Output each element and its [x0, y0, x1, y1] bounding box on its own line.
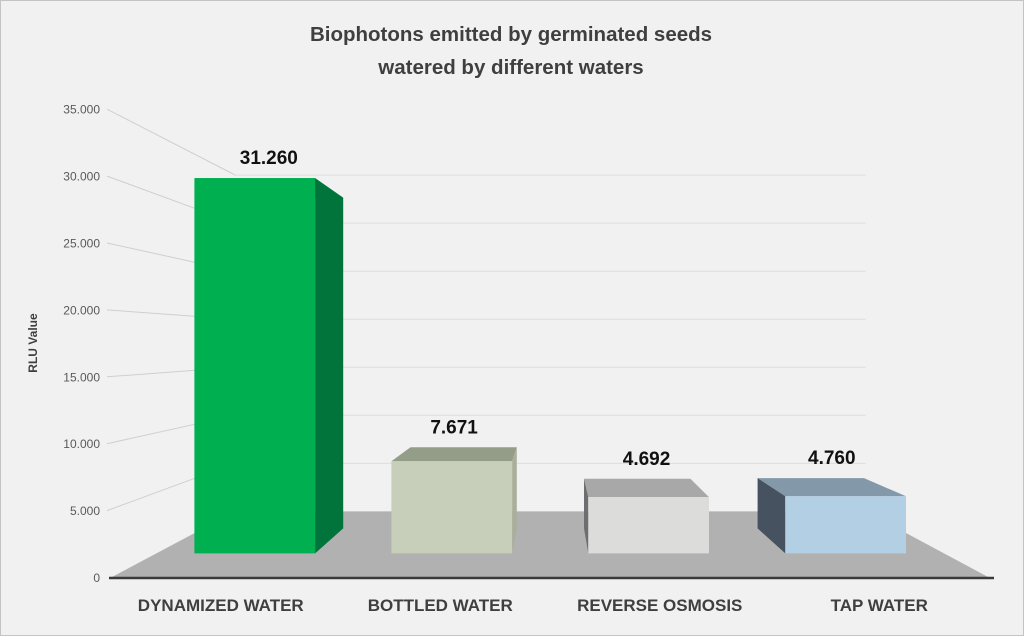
category-label-bottled-water: BOTTLED WATER [368, 596, 513, 615]
bar-front-bottled-water [391, 461, 513, 554]
ytick-label-7: 35.000 [63, 103, 100, 117]
bar-side-tap-water [757, 478, 786, 554]
ytick-label-3: 15.000 [63, 370, 100, 384]
y-axis-title: RLU Value [26, 313, 40, 373]
ytick-label-6: 30.000 [63, 170, 100, 184]
ytick-label-5: 25.000 [63, 237, 100, 251]
value-label-tap-water: 4.760 [808, 448, 856, 469]
ytick-label-1: 5.000 [70, 504, 100, 518]
gridline-connector [106, 108, 236, 176]
bar-side-bottled-water [512, 447, 517, 554]
ytick-label-0: 0 [93, 571, 100, 585]
bar-front-reverse-osmosis [588, 497, 709, 554]
bar-side-reverse-osmosis [584, 478, 589, 554]
bar-front-tap-water [785, 496, 906, 554]
category-label-tap-water: TAP WATER [831, 596, 928, 615]
value-label-bottled-water: 7.671 [430, 417, 478, 438]
value-label-reverse-osmosis: 4.692 [623, 449, 671, 470]
bar-side-dynamized-water [315, 178, 344, 554]
bar-top-tap-water [757, 478, 906, 497]
ytick-label-4: 20.000 [63, 303, 100, 317]
value-label-dynamized-water: 31.260 [240, 148, 298, 169]
bar-top-bottled-water [391, 447, 517, 462]
category-label-reverse-osmosis: REVERSE OSMOSIS [577, 596, 742, 615]
ytick-label-2: 10.000 [63, 437, 100, 451]
category-label-dynamized-water: DYNAMIZED WATER [138, 596, 304, 615]
chart-title-line-1: Biophotons emitted by germinated seeds [310, 23, 712, 46]
bar-front-dynamized-water [194, 178, 316, 554]
bar-top-reverse-osmosis [584, 478, 709, 498]
chart-title-line-2: watered by different waters [377, 56, 643, 79]
